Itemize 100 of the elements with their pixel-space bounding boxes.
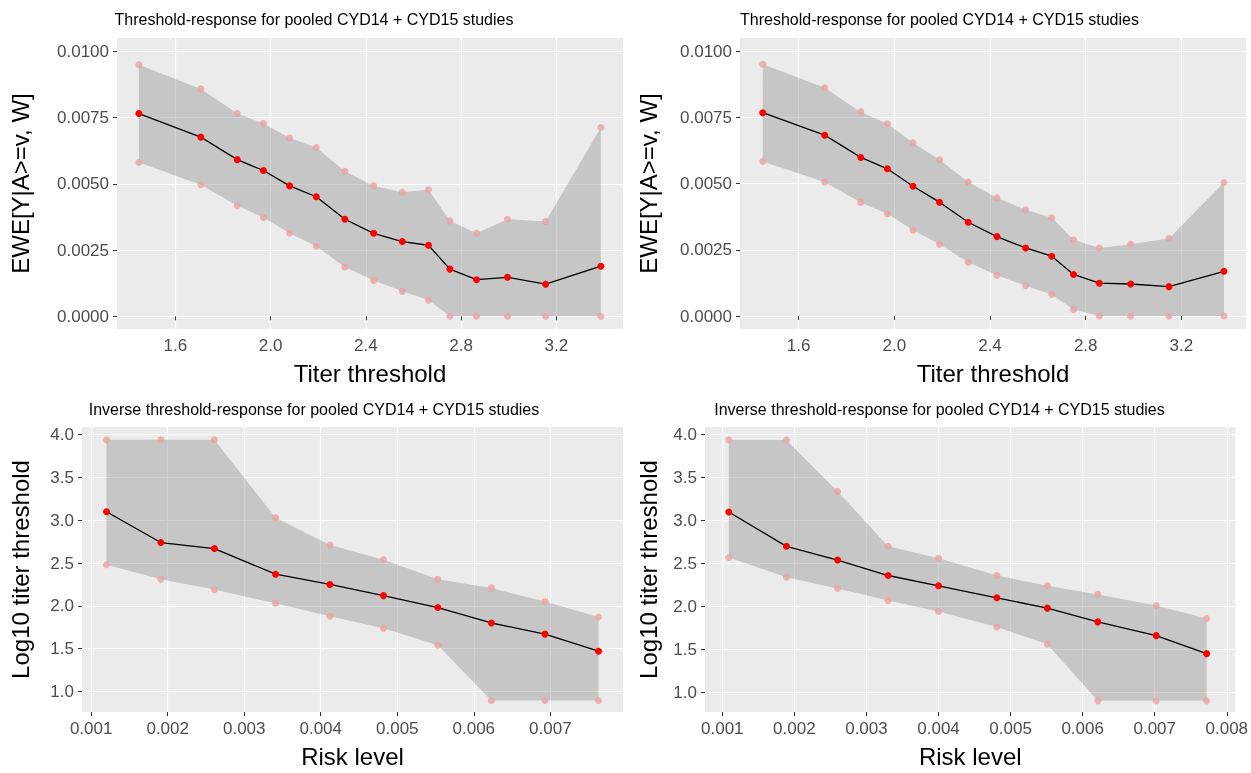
point [233,156,241,164]
point [936,240,944,248]
point [821,84,829,92]
point [883,210,891,218]
x-tick-label: 0.007 [529,719,572,738]
point [326,612,334,620]
x-tick-label: 0.001 [701,719,744,738]
point [233,110,241,118]
y-axis-title: Log10 titer threshold [6,460,34,679]
y-tick-label: 0.0075 [680,107,732,127]
point [936,156,944,164]
y-tick-label: 2.0 [50,596,74,616]
point [883,120,891,128]
point [725,553,733,561]
point [597,262,605,270]
point [759,109,767,117]
point [1022,244,1030,252]
point [487,619,495,627]
point [884,596,892,604]
point [341,167,349,175]
point [1203,650,1211,658]
x-tick-label: 0.001 [69,719,113,738]
y-tick-label: 1.0 [50,681,74,701]
point [233,202,241,210]
point [782,573,790,581]
point [135,159,143,167]
y-tick-label: 2.0 [673,596,697,616]
y-tick-label: 3.0 [50,510,74,530]
point [370,229,378,237]
point [210,545,218,553]
point [993,572,1001,580]
point [1070,236,1078,244]
point [272,599,280,607]
point [834,584,842,592]
point [597,312,605,320]
point [286,182,294,190]
point [135,110,143,118]
point [936,198,944,206]
point [380,556,387,564]
point [595,647,603,655]
point [964,178,972,186]
x-axis-title: Titer threshold [916,359,1070,387]
x-axis-title: Risk level [301,742,404,770]
x-tick-label: 0.006 [452,719,496,738]
x-axis-title: Risk level [918,742,1022,770]
chart-title: Threshold-response for pooled CYD14 + CYD15 studies [740,10,1139,28]
point [1165,283,1173,291]
point [398,238,406,246]
point [1048,252,1056,260]
point [542,217,550,225]
point [759,157,767,165]
y-tick-label: 3.5 [673,468,697,488]
point [370,182,378,190]
point [1043,604,1051,612]
x-tick-label: 0.005 [375,719,419,738]
point [541,598,549,606]
y-tick-label: 0.0025 [680,240,732,260]
x-tick-label: 2.4 [978,336,1002,355]
point [935,608,943,616]
point [541,696,549,704]
point [1127,280,1135,288]
point [434,641,442,649]
point [135,61,143,69]
point [1048,214,1056,222]
point [857,153,865,161]
point [1152,632,1160,640]
y-tick-label: 0.0000 [680,306,732,326]
point [935,554,943,562]
y-tick-label: 1.5 [673,639,697,659]
point [993,271,1001,279]
point [1203,614,1211,622]
point [424,186,432,194]
x-tick-label: 2.8 [449,336,473,355]
point [821,178,829,186]
point [487,584,495,592]
point [446,265,454,273]
x-tick-label: 0.002 [146,719,189,738]
y-tick-label: 1.0 [673,682,697,702]
point [424,241,432,249]
point [1022,282,1030,290]
point [326,580,334,588]
x-tick-label: 2.4 [354,336,378,355]
point [210,436,218,444]
point [759,60,767,68]
y-axis-title: EWE[Y|A>=v, W] [634,93,662,274]
point [259,167,267,175]
point [884,572,892,580]
point [883,165,891,173]
point [964,218,972,226]
y-tick-label: 0.0100 [680,41,732,61]
point [272,514,280,522]
point [473,229,481,237]
point [398,287,406,295]
point [542,280,550,288]
point [197,181,205,189]
point [1095,312,1103,320]
point [504,215,512,223]
x-tick-label: 1.6 [786,336,811,355]
point [312,193,320,201]
point [504,273,512,281]
